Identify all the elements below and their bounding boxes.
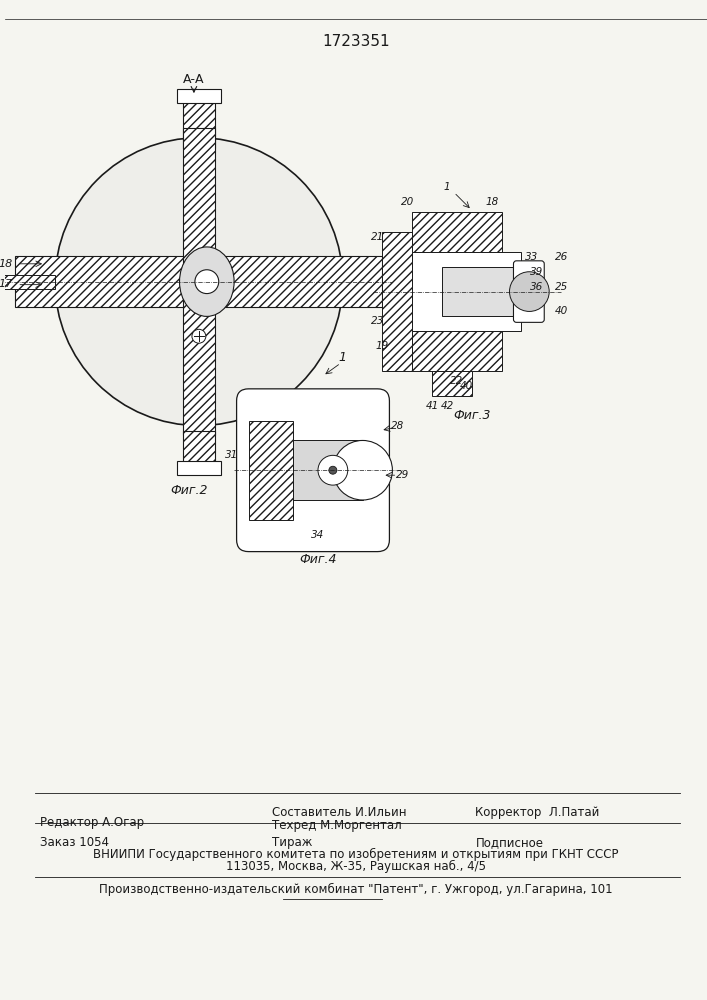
Text: 17: 17 [0,279,13,289]
Text: 42: 42 [440,401,454,411]
Bar [177,89,221,103]
Text: 33: 33 [525,252,538,262]
Text: 39: 39 [530,267,543,277]
Bar [183,431,215,465]
Text: 36: 36 [530,282,543,292]
Bar [183,98,215,148]
Circle shape [510,272,549,311]
Polygon shape [432,371,472,396]
Bar [183,128,215,435]
Text: ВНИИПИ Государственного комитета по изобретениям и открытиям при ГКНТ СССР: ВНИИПИ Государственного комитета по изоб… [93,848,619,861]
Text: 31: 31 [225,450,238,460]
Text: Заказ 1054: Заказ 1054 [40,836,110,849]
FancyBboxPatch shape [513,261,544,322]
Text: Фиг.2: Фиг.2 [170,484,208,497]
Polygon shape [412,331,501,371]
Text: 40: 40 [460,381,474,391]
Text: 34: 34 [311,530,325,540]
FancyBboxPatch shape [237,389,390,552]
Polygon shape [412,252,522,331]
Polygon shape [412,212,501,252]
Text: 18: 18 [485,197,498,207]
Text: Тираж: Тираж [272,836,312,849]
Text: Производственно-издательский комбинат "Патент", г. Ужгород, ул.Гагарина, 101: Производственно-издательский комбинат "П… [100,882,613,896]
Text: Корректор  Л.Патай: Корректор Л.Патай [476,806,600,819]
Circle shape [55,138,343,426]
Circle shape [333,440,392,500]
Bar [0,275,55,289]
Text: 23: 23 [371,316,384,326]
Circle shape [192,329,206,343]
Text: 28: 28 [391,421,404,431]
Text: Фиг.4: Фиг.4 [299,553,337,566]
Text: 29: 29 [396,470,409,480]
Text: Фиг.3: Фиг.3 [453,409,491,422]
Circle shape [318,455,348,485]
Polygon shape [248,421,293,520]
Circle shape [195,270,218,294]
Text: 40: 40 [554,306,568,316]
Text: 1: 1 [444,182,450,192]
Text: 21: 21 [371,232,384,242]
Text: А-А: А-А [183,73,204,86]
Text: 19: 19 [376,341,389,351]
Text: Составитель И.Ильин: Составитель И.Ильин [272,806,407,819]
Polygon shape [442,267,516,316]
Bar [215,256,382,307]
Text: 1: 1 [339,351,346,364]
Text: 22: 22 [450,376,464,386]
Text: 25: 25 [554,282,568,292]
Bar [16,256,183,307]
Text: Техред М.Моргентал: Техред М.Моргентал [272,819,402,832]
Text: 1723351: 1723351 [322,34,390,49]
Text: 26: 26 [554,252,568,262]
Text: 18: 18 [0,259,13,269]
Text: Подписное: Подписное [476,836,544,849]
Text: 113035, Москва, Ж-35, Раушская наб., 4/5: 113035, Москва, Ж-35, Раушская наб., 4/5 [226,860,486,873]
Polygon shape [293,440,363,500]
Circle shape [329,466,337,474]
Text: 41: 41 [426,401,439,411]
Bar [177,461,221,475]
Text: Редактор А.Огар: Редактор А.Огар [40,816,144,829]
Ellipse shape [180,247,234,316]
Polygon shape [382,232,412,371]
Text: 20: 20 [401,197,414,207]
